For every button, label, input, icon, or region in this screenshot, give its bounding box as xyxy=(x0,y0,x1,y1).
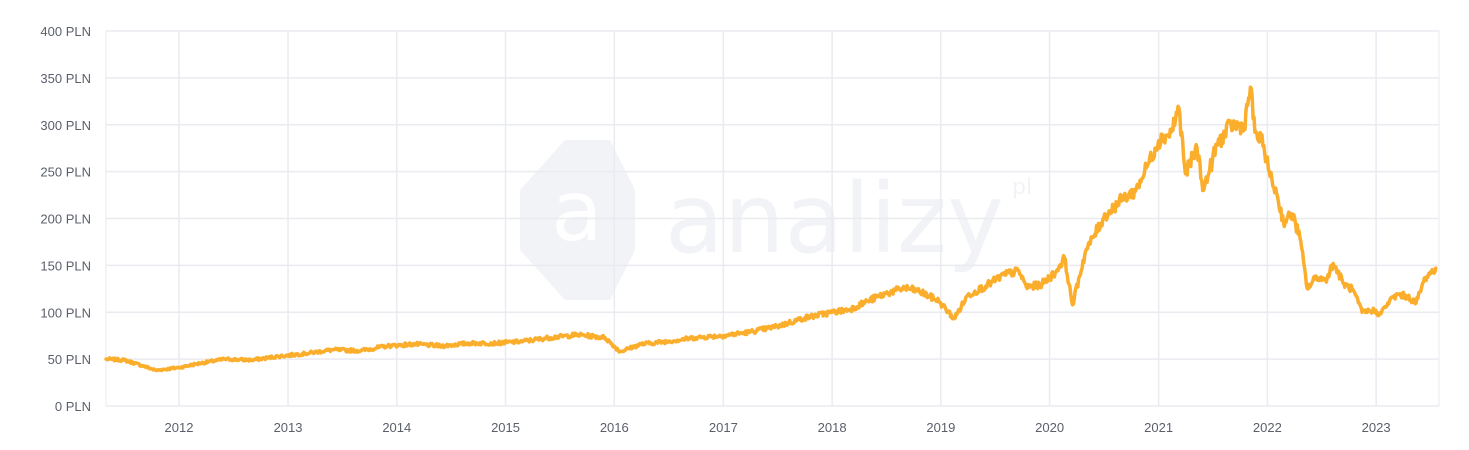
y-tick-label: 0 PLN xyxy=(55,399,91,414)
y-tick-label: 250 PLN xyxy=(40,165,91,180)
y-gridlines xyxy=(105,30,1440,407)
x-gridlines xyxy=(178,31,1377,406)
y-axis-labels: 0 PLN 50 PLN 100 PLN 150 PLN 200 PLN 250 PLN 3… xyxy=(40,24,91,414)
y-tick-label: 350 PLN xyxy=(40,71,91,86)
y-tick-label: 150 PLN xyxy=(40,258,91,273)
x-tick-label: 2018 xyxy=(818,420,847,435)
y-tick-label: 300 PLN xyxy=(40,118,91,133)
x-tick-label: 2016 xyxy=(600,420,629,435)
analizy-logo-icon xyxy=(520,140,635,300)
x-tick-label: 2013 xyxy=(274,420,303,435)
x-tick-label: 2015 xyxy=(491,420,520,435)
x-tick-label: 2023 xyxy=(1362,420,1391,435)
x-tick-label: 2014 xyxy=(382,420,411,435)
x-tick-label: 2017 xyxy=(709,420,738,435)
analizy-watermark: a analizy pl xyxy=(520,140,1032,300)
analizy-logo-letter: a xyxy=(551,162,602,260)
x-tick-label: 2021 xyxy=(1144,420,1173,435)
x-tick-label: 2019 xyxy=(926,420,955,435)
x-axis-labels: 2012 2013 2014 2015 2016 2017 2018 2019 2020 2021… xyxy=(165,420,1391,435)
price-series-line xyxy=(104,85,1438,373)
y-tick-label: 400 PLN xyxy=(40,24,91,39)
x-tick-label: 2020 xyxy=(1035,420,1064,435)
x-tick-label: 2012 xyxy=(165,420,194,435)
y-tick-label: 100 PLN xyxy=(40,305,91,320)
y-tick-label: 50 PLN xyxy=(48,352,91,367)
x-tick-label: 2022 xyxy=(1253,420,1282,435)
y-tick-label: 200 PLN xyxy=(40,212,91,227)
watermark-suffix-text: pl xyxy=(1012,175,1032,200)
